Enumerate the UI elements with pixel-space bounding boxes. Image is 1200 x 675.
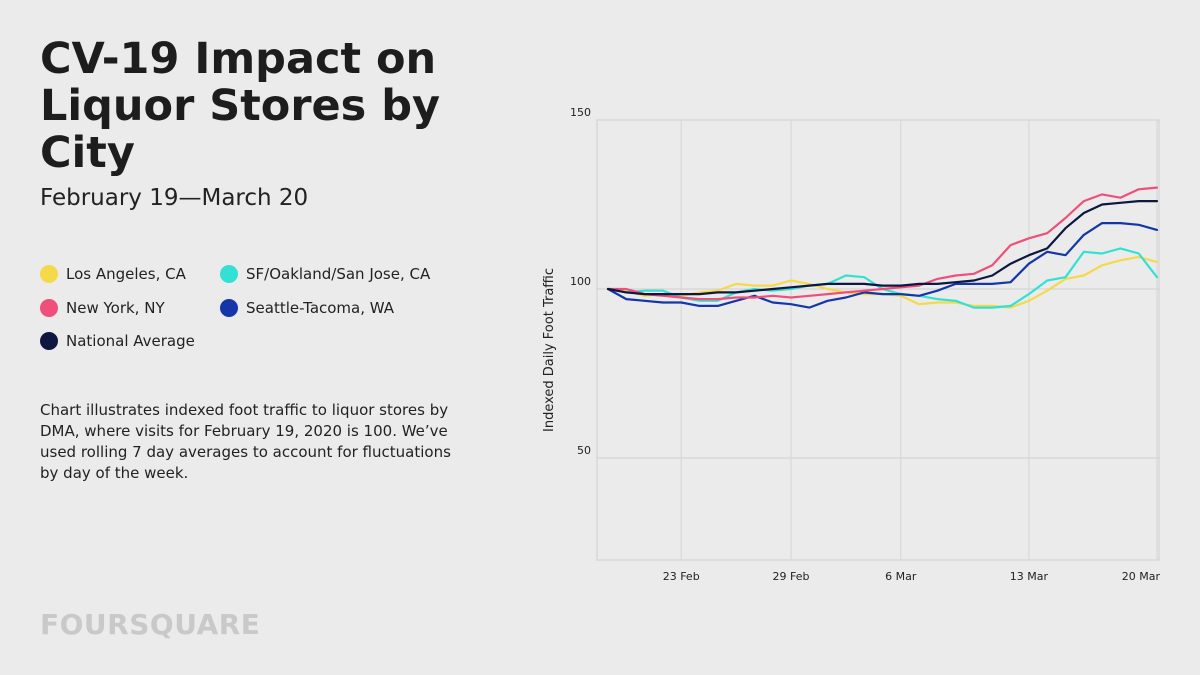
legend-label: SF/Oakland/San Jose, CA [246, 265, 431, 283]
legend-item-seattle-tacoma: Seattle-Tacoma, WA [220, 299, 394, 317]
page-subtitle: February 19—March 20 [40, 185, 309, 211]
legend-dot-national-average [40, 332, 58, 350]
x-tick-label: 20 Mar [1122, 570, 1161, 583]
series-line-new-york-ny [606, 186, 1159, 301]
legend-item-new-york: New York, NY [40, 299, 165, 317]
x-tick-label: 23 Feb [663, 570, 700, 583]
legend-dot-sf-oakland-san-jose [220, 265, 238, 283]
line-chart: 50 100 150 23 Feb 29 Feb 6 Mar 13 Mar 20 Mar In… [542, 106, 1160, 583]
legend-item-national-average: National Average [40, 332, 195, 350]
legend-label: Seattle-Tacoma, WA [246, 299, 395, 317]
chart-description: Chart illustrates indexed foot traffic t… [40, 401, 451, 482]
legend-item-sf-oakland-san-jose: SF/Oakland/San Jose, CA [220, 265, 430, 283]
x-tick-label: 13 Mar [1010, 570, 1049, 583]
legend-label: Los Angeles, CA [66, 265, 186, 283]
y-axis-label: Indexed Daily Foot Traffic [542, 268, 557, 432]
x-tick-label: 6 Mar [885, 570, 917, 583]
chart-legend: Los Angeles, CA SF/Oakland/San Jose, CA … [40, 262, 480, 362]
y-tick-label: 100 [570, 275, 591, 288]
legend-dot-los-angeles [40, 265, 58, 283]
y-tick-label: 50 [577, 444, 591, 457]
chart-ticks: 50 100 150 23 Feb 29 Feb 6 Mar 13 Mar 20 Mar [570, 106, 1160, 583]
y-tick-label: 150 [570, 106, 591, 119]
legend-dot-seattle-tacoma [220, 299, 238, 317]
legend-label: New York, NY [66, 299, 165, 317]
legend-item-los-angeles: Los Angeles, CA [40, 265, 186, 283]
legend-dot-new-york [40, 299, 58, 317]
series-line-national-average [606, 199, 1159, 296]
chart-lines [606, 186, 1159, 309]
legend-label: National Average [66, 332, 195, 350]
series-line-seattle-tacoma-wa [606, 221, 1159, 309]
page-title: CV-19 Impact on Liquor Stores by City [40, 34, 441, 178]
foursquare-logo: FOURSQUARE [40, 608, 261, 641]
chart-grid [596, 119, 1160, 561]
x-tick-label: 29 Feb [773, 570, 810, 583]
